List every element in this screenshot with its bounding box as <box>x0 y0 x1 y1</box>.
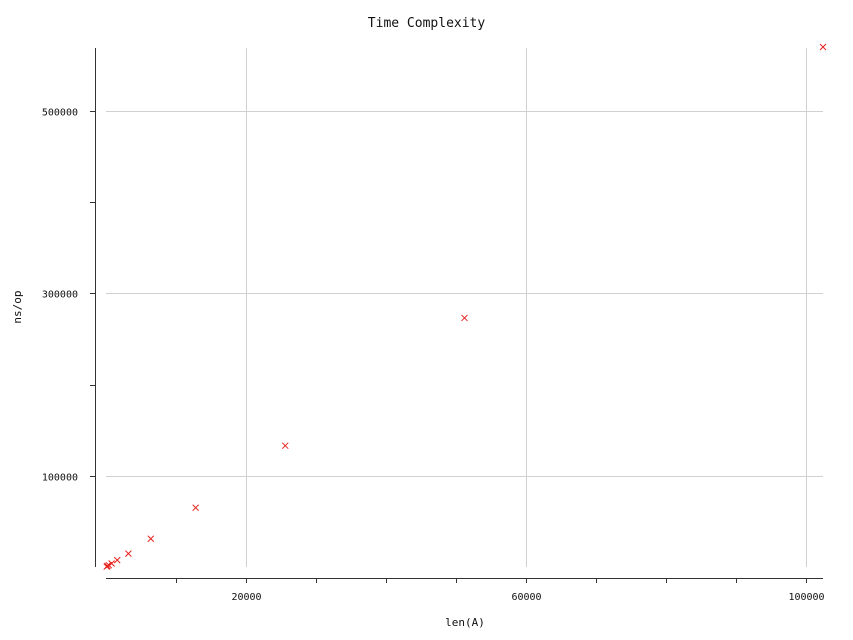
data-point <box>819 43 827 51</box>
data-points <box>103 43 827 570</box>
x-axis-label: len(A) <box>445 616 485 629</box>
data-point <box>281 442 289 450</box>
data-point <box>113 556 121 564</box>
x-tick-label: 20000 <box>231 592 261 603</box>
y-tick-label: 300000 <box>42 290 78 301</box>
chart-title: Time Complexity <box>368 16 486 31</box>
data-point <box>125 550 132 557</box>
grid-lines <box>106 48 823 567</box>
data-point <box>147 535 155 543</box>
ticks: 20000 60000 100000 100000 300000 500000 <box>42 108 825 604</box>
x-tick-label: 60000 <box>511 592 541 603</box>
data-point <box>192 504 199 512</box>
x-tick-label: 100000 <box>788 592 824 603</box>
y-tick-label: 100000 <box>42 473 78 484</box>
data-point <box>461 314 468 322</box>
data-point <box>108 560 115 567</box>
y-tick-label: 500000 <box>42 108 78 119</box>
axes <box>95 48 823 579</box>
y-axis-label: ns/op <box>11 290 24 323</box>
